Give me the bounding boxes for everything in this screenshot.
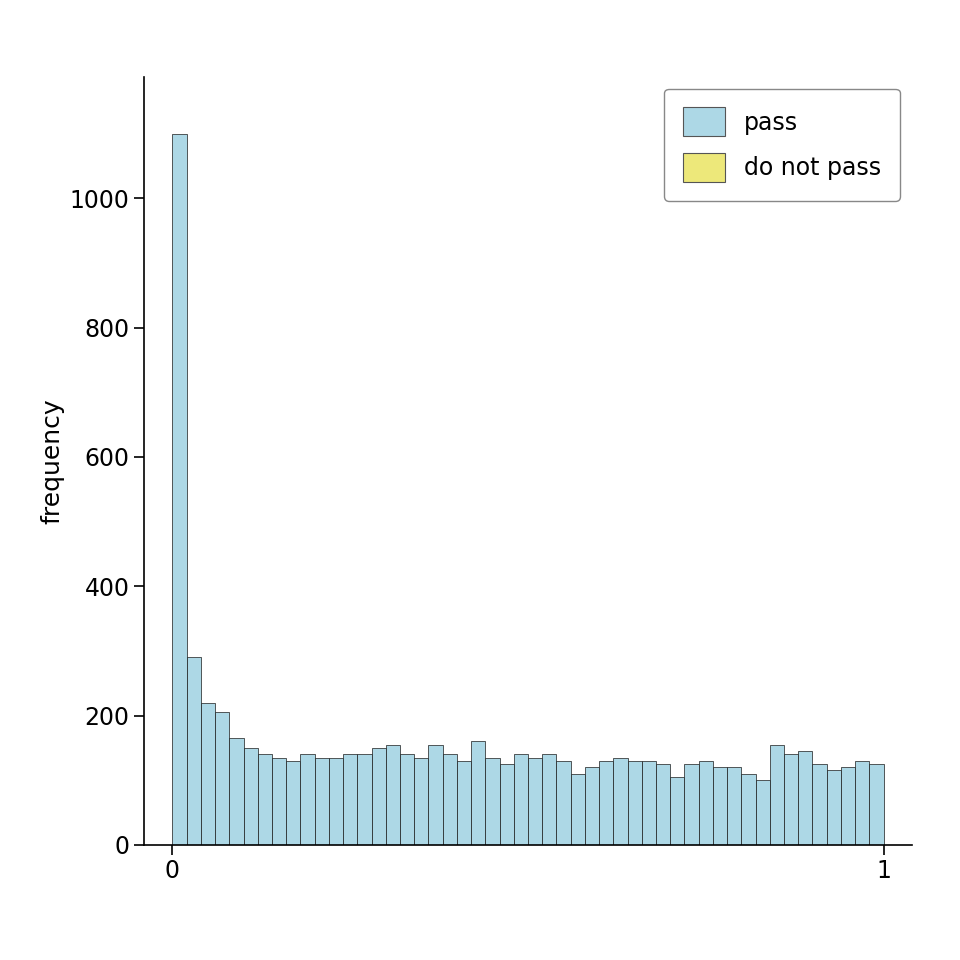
Bar [812,764,827,845]
Bar [315,757,329,845]
Bar [713,767,727,845]
Bar [841,767,855,845]
Legend: pass, do not pass: pass, do not pass [664,88,900,201]
Bar [656,764,670,845]
Bar [599,760,613,845]
Bar [471,741,486,845]
Bar [798,751,812,845]
Bar [201,703,215,845]
Bar [499,764,514,845]
Bar [372,748,386,845]
Bar [186,658,201,845]
Bar [244,748,258,845]
Bar [727,767,741,845]
Bar [400,755,414,845]
Bar [443,755,457,845]
Bar [414,757,428,845]
Bar [827,771,841,845]
Bar [286,760,300,845]
Y-axis label: frequency: frequency [40,398,64,523]
Bar [557,760,570,845]
Bar [215,712,229,845]
Bar [613,757,628,845]
Bar [173,133,186,845]
Bar [457,760,471,845]
Bar [756,780,770,845]
Bar [300,755,315,845]
Bar [699,760,713,845]
Bar [514,755,528,845]
Bar [386,745,400,845]
Bar [528,757,542,845]
Bar [258,755,272,845]
Bar [570,774,585,845]
Bar [585,767,599,845]
Bar [741,774,756,845]
Bar [684,764,699,845]
Bar [343,755,357,845]
Bar [642,760,656,845]
Bar [272,757,286,845]
Bar [428,745,443,845]
Bar [486,757,499,845]
Bar [670,777,684,845]
Bar [870,764,883,845]
Bar [329,757,343,845]
Bar [770,745,784,845]
Bar [628,760,642,845]
Bar [542,755,557,845]
Bar [784,755,798,845]
Bar [229,738,244,845]
Bar [855,760,870,845]
Bar [357,755,372,845]
